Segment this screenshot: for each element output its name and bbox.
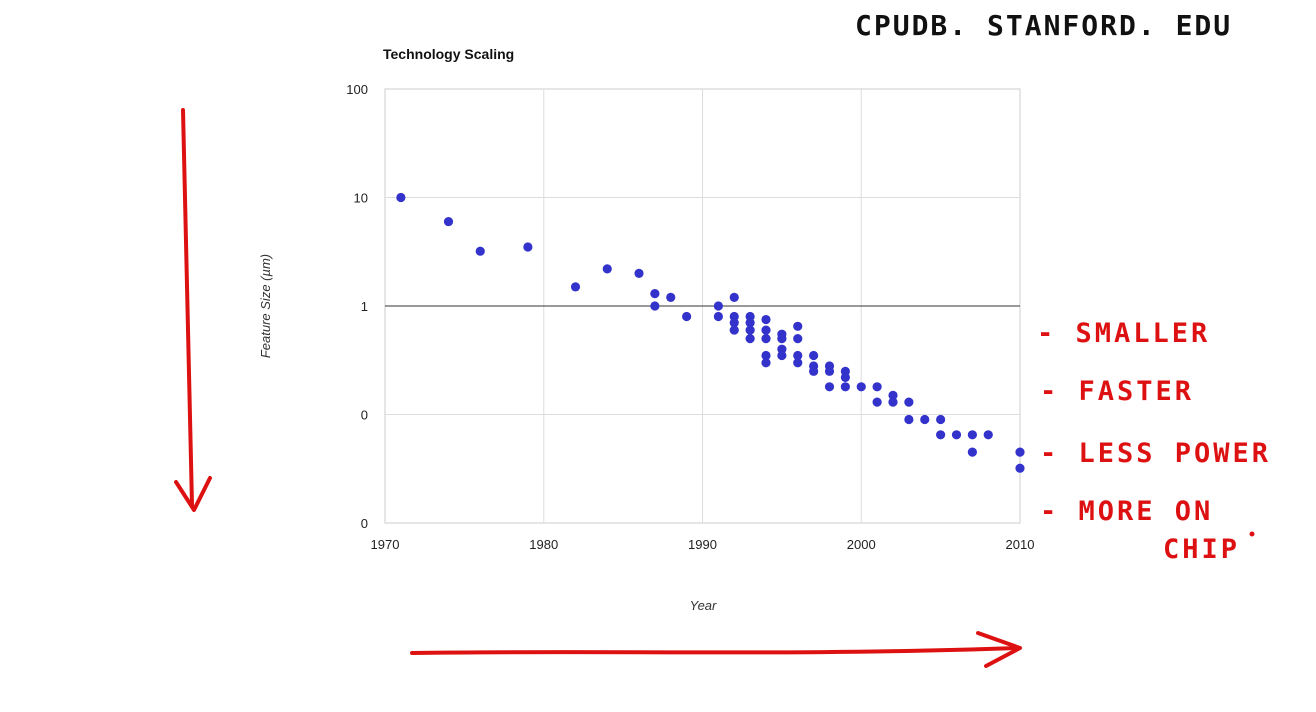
x-tick-label: 2000 xyxy=(847,537,876,552)
data-point xyxy=(793,358,803,368)
data-points xyxy=(396,192,1025,473)
x-tick-label: 1980 xyxy=(529,537,558,552)
data-point xyxy=(793,350,803,361)
benefits-list: - SMALLER - FASTER - LESS POWER - MORE ON CH… xyxy=(1037,318,1271,565)
x-axis-label: Year xyxy=(690,598,717,613)
data-point xyxy=(761,325,771,335)
data-point xyxy=(761,314,771,325)
data-point xyxy=(920,414,930,425)
data-point xyxy=(888,390,898,400)
data-point xyxy=(777,334,787,344)
y-tick-label: 0 xyxy=(361,516,368,531)
benefit-item: - FASTER xyxy=(1040,376,1194,407)
data-point xyxy=(650,301,660,311)
data-point xyxy=(936,430,946,440)
data-point xyxy=(761,334,771,344)
data-point xyxy=(761,358,771,368)
data-point xyxy=(809,350,819,361)
data-point xyxy=(570,282,581,292)
data-point xyxy=(904,414,914,425)
y-tick-label: 100 xyxy=(346,82,368,97)
y-tick-label: 1 xyxy=(361,299,368,314)
data-point xyxy=(443,216,454,227)
data-point xyxy=(729,311,739,322)
down-arrow-icon xyxy=(174,108,212,512)
data-point xyxy=(1015,447,1025,457)
data-point xyxy=(967,447,977,457)
y-tick-label: 0 xyxy=(361,408,368,423)
red-dot xyxy=(1249,531,1255,537)
data-point xyxy=(840,372,850,382)
data-point xyxy=(793,321,803,331)
data-point xyxy=(840,382,850,392)
data-point xyxy=(1015,463,1025,473)
data-point xyxy=(523,242,533,252)
data-point xyxy=(983,430,993,440)
data-point xyxy=(634,268,644,278)
benefit-item: - MORE ON xyxy=(1040,496,1213,527)
chart-title: Technology Scaling xyxy=(383,46,514,62)
data-point xyxy=(777,350,787,361)
data-point xyxy=(666,292,676,303)
data-point xyxy=(396,192,406,203)
data-point xyxy=(650,289,660,299)
data-point xyxy=(602,264,612,274)
benefit-item: - SMALLER xyxy=(1037,318,1210,349)
benefit-item: CHIP xyxy=(1163,534,1240,565)
data-point xyxy=(745,325,755,335)
data-point xyxy=(777,344,787,354)
data-point xyxy=(745,311,755,322)
x-tick-label: 1970 xyxy=(371,537,400,552)
data-point xyxy=(729,318,739,328)
data-point xyxy=(904,397,914,407)
data-point xyxy=(936,414,946,425)
data-point xyxy=(745,318,755,328)
data-point xyxy=(888,397,898,407)
data-point xyxy=(745,334,755,344)
data-point xyxy=(713,301,723,311)
data-point xyxy=(856,382,866,392)
x-tick-label: 2010 xyxy=(1006,537,1035,552)
header-note: CPUDB. STANFORD. EDU xyxy=(855,9,1232,42)
data-point xyxy=(475,246,485,256)
y-axis-label: Feature Size (µm) xyxy=(258,254,273,358)
data-point xyxy=(824,366,835,376)
data-point xyxy=(824,382,835,392)
data-point xyxy=(872,397,882,407)
data-point xyxy=(729,325,739,335)
data-point xyxy=(967,430,977,440)
y-tick-label: 10 xyxy=(354,191,368,206)
grid-lines xyxy=(385,89,1020,523)
right-arrow-icon xyxy=(410,631,1022,668)
data-point xyxy=(682,311,692,322)
data-point xyxy=(809,366,819,376)
data-point xyxy=(951,430,962,440)
x-tick-label: 1990 xyxy=(688,537,717,552)
data-point xyxy=(729,292,739,303)
data-point xyxy=(761,350,771,361)
data-point xyxy=(713,311,723,322)
data-point xyxy=(793,334,803,344)
data-point xyxy=(872,382,882,392)
benefit-item: - LESS POWER xyxy=(1040,438,1271,469)
